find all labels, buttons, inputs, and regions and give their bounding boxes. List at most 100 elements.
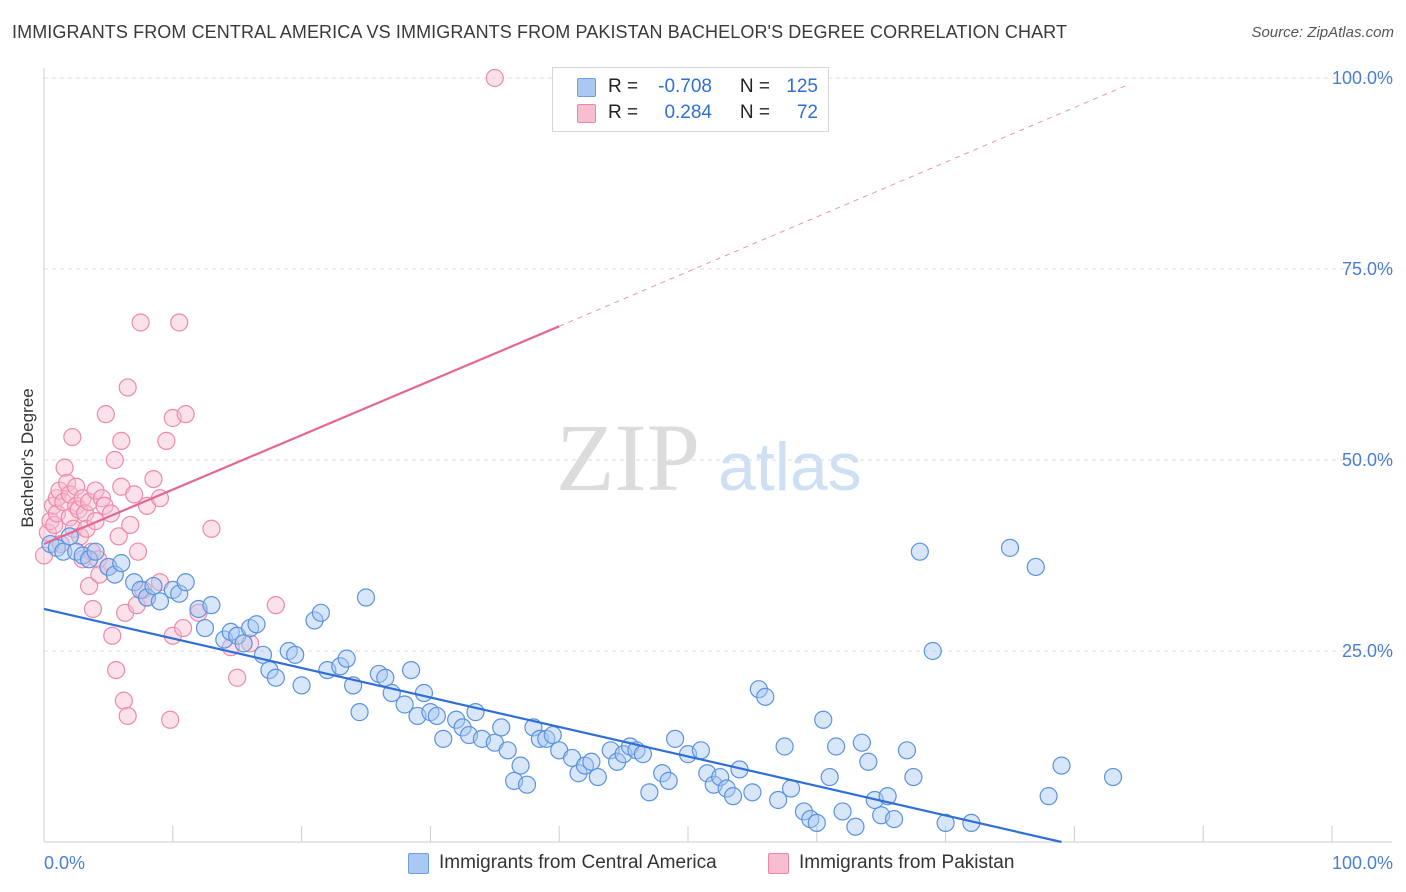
central-america-point (337, 649, 356, 668)
central-america-point (711, 767, 730, 787)
pakistan-point (95, 496, 114, 515)
pakistan-trend-extension (559, 85, 1127, 327)
central-america-point (653, 764, 672, 783)
central-america-point (331, 657, 350, 676)
central-america-point (305, 611, 324, 630)
central-america-point (923, 641, 942, 661)
central-america-point (666, 729, 685, 748)
legend-item-pakistan: Immigrants from Pakistan (768, 852, 1014, 874)
central-america-point (401, 660, 421, 680)
pakistan-point (176, 405, 195, 424)
legend-row-central-america: R = -0.708 N = 125 (577, 75, 818, 99)
pink-swatch-icon (577, 103, 596, 123)
pakistan-trend-line (43, 325, 560, 546)
legend-item-central-america: Immigrants from Central America (408, 852, 717, 874)
pakistan-point (76, 504, 95, 523)
axes (43, 68, 1392, 843)
central-america-point (756, 687, 775, 706)
trend-lines (43, 85, 1127, 844)
pakistan-point (112, 431, 131, 450)
n-value: 72 (796, 102, 818, 123)
blue-swatch-icon (408, 852, 429, 874)
pakistan-point (128, 542, 148, 561)
central-america-point (769, 790, 788, 810)
pakistan-point (103, 626, 122, 645)
central-america-point (170, 584, 189, 603)
source-label: Source: ZipAtlas.com (1251, 24, 1394, 41)
central-america-point (859, 752, 878, 771)
chart-title: IMMIGRANTS FROM CENTRAL AMERICA VS IMMIG… (12, 22, 1068, 42)
pakistan-point (114, 691, 133, 710)
tick-labels: 25.0% 50.0% 75.0% 100.0% 0.0% 100.0% (44, 68, 1393, 873)
central-america-point (814, 710, 833, 729)
r-value: -0.708 (658, 76, 712, 97)
pink-swatch-icon (768, 852, 789, 874)
central-america-point (608, 752, 627, 771)
legend-label: Immigrants from Pakistan (799, 852, 1015, 873)
pakistan-point (83, 599, 103, 619)
central-america-point (846, 817, 865, 836)
n-label: N = (739, 102, 770, 123)
pakistan-point (161, 710, 180, 729)
watermark-atlas: atlas (718, 429, 862, 505)
r-label: R = (608, 76, 639, 97)
central-america-point (1000, 538, 1020, 557)
pakistan-point (121, 515, 140, 535)
central-america-point (292, 676, 311, 695)
x-tick-label: 100.0% (1332, 853, 1393, 873)
central-america-point (517, 775, 537, 794)
pakistan-point (96, 405, 115, 424)
grid-lines (44, 77, 1392, 652)
pakistan-point (131, 313, 150, 332)
central-america-point (743, 783, 762, 802)
central-america-point (498, 741, 517, 760)
pakistan-point (144, 470, 163, 489)
central-america-point (511, 756, 530, 775)
central-america-point (427, 706, 446, 726)
pakistan-point (174, 618, 193, 638)
central-america-point (852, 733, 871, 752)
central-america-point (794, 802, 814, 821)
central-america-point (311, 603, 331, 622)
pakistan-point (58, 473, 77, 493)
central-america-point (884, 809, 904, 829)
pakistan-point (266, 596, 285, 615)
central-america-point (234, 634, 253, 653)
pakistan-point (45, 515, 64, 535)
watermark-zip: ZIP (556, 404, 700, 511)
pakistan-point (79, 576, 99, 596)
pakistan-point (485, 68, 504, 88)
pakistan-point (127, 596, 146, 615)
central-america-point (79, 550, 99, 569)
central-america-point (691, 741, 710, 760)
central-america-point (447, 710, 466, 729)
r-value: 0.284 (664, 102, 712, 123)
central-america-point (640, 783, 659, 802)
series-legend: Immigrants from Central America Immigran… (0, 852, 1406, 878)
central-america-point (247, 615, 266, 634)
central-america-point (827, 737, 846, 756)
central-america-point (414, 683, 434, 703)
central-america-point (176, 573, 195, 592)
central-america-point (1039, 787, 1058, 806)
central-america-point (904, 767, 923, 787)
pakistan-point (105, 450, 124, 470)
pakistan-point (38, 523, 57, 542)
central-america-point (807, 813, 826, 833)
legend-label: Immigrants from Central America (439, 852, 717, 873)
central-america-point (1103, 767, 1123, 787)
central-america-point (350, 703, 369, 722)
pakistan-point (118, 706, 137, 726)
central-america-point (897, 741, 917, 760)
pakistan-point (109, 527, 128, 546)
pakistan-point (107, 660, 126, 680)
watermark: ZIP atlas (556, 404, 862, 511)
central-america-point (112, 554, 131, 573)
central-america-point (569, 764, 588, 783)
central-america-point (582, 752, 601, 771)
pakistan-point (63, 427, 82, 447)
pakistan-point (118, 378, 137, 397)
central-america-point (717, 779, 736, 798)
central-america-point (775, 737, 794, 756)
n-label: N = (739, 76, 770, 97)
